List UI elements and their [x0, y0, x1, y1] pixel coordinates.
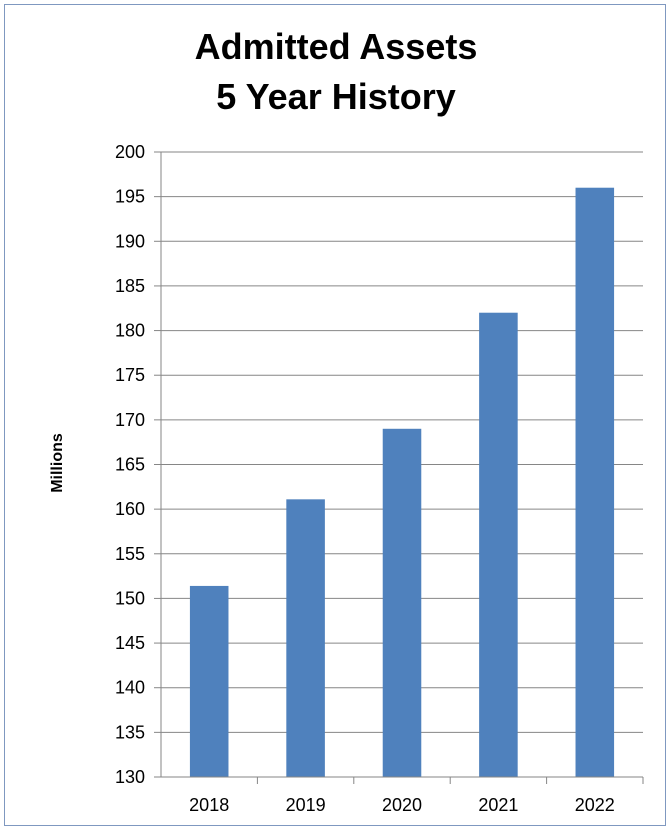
- bar-2022: [575, 187, 615, 777]
- y-tick-label-135: 135: [115, 722, 145, 742]
- x-tick-label-2019: 2019: [286, 795, 326, 815]
- y-tick-label-180: 180: [115, 321, 145, 341]
- y-tick-label-200: 200: [115, 142, 145, 162]
- x-tick-label-2022: 2022: [575, 795, 615, 815]
- y-tick-label-160: 160: [115, 499, 145, 519]
- y-tick-label-175: 175: [115, 365, 145, 385]
- chart-title-line-2: 5 Year History: [216, 76, 456, 117]
- y-tick-label-155: 155: [115, 544, 145, 564]
- y-tick-label-185: 185: [115, 276, 145, 296]
- chart-title-line-1: Admitted Assets: [194, 26, 478, 67]
- y-tick-label-195: 195: [115, 187, 145, 207]
- chart-title: Admitted Assets 5 Year History: [0, 22, 672, 122]
- axes: [154, 151, 644, 784]
- bars: [189, 187, 615, 777]
- y-tick-label-130: 130: [115, 767, 145, 787]
- y-tick-label-190: 190: [115, 231, 145, 251]
- y-tick-label-165: 165: [115, 455, 145, 475]
- y-tick-label-150: 150: [115, 588, 145, 608]
- y-tick-labels: 200 195 190 185 180 175 170 165 160 155 150 145 140 1…: [115, 142, 145, 787]
- x-tick-labels: 2018 2019 2020 2021 2022: [189, 795, 615, 815]
- y-tick-label-170: 170: [115, 410, 145, 430]
- bar-2021: [479, 312, 518, 777]
- x-tick-label-2021: 2021: [478, 795, 518, 815]
- bar-2020: [382, 428, 422, 777]
- y-tick-label-140: 140: [115, 678, 145, 698]
- bar-2019: [286, 499, 325, 777]
- chart-frame: [4, 4, 666, 826]
- y-tick-label-145: 145: [115, 633, 145, 653]
- bar-2018: [189, 585, 229, 777]
- x-tick-label-2020: 2020: [382, 795, 422, 815]
- x-tick-label-2018: 2018: [189, 795, 229, 815]
